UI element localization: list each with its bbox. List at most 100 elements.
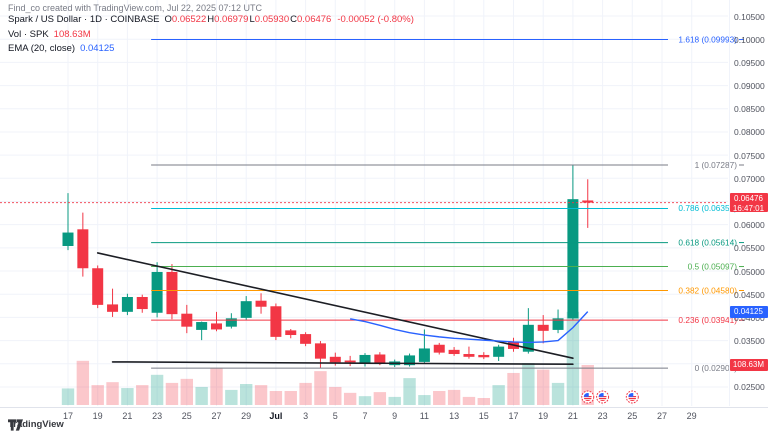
legend-ema-row[interactable]: EMA (20, close) 0.04125 [8, 43, 414, 54]
candle-body [582, 200, 594, 203]
event-icon-canton [628, 393, 634, 397]
volume-bar [447, 389, 461, 405]
fib-label: 0.618 (0.05614) [678, 237, 737, 247]
fib-label: 0.382 (0.04580) [678, 285, 737, 295]
time-label: 19 [538, 411, 549, 421]
price-tick-label: 0.06000 [734, 220, 765, 231]
time-label: 13 [449, 411, 460, 421]
volume-bar [150, 374, 164, 405]
fib-label: 0 (0.02907) [695, 363, 738, 373]
candle-body [418, 348, 430, 362]
time-label: 23 [597, 411, 608, 421]
ema-line[interactable] [350, 311, 589, 344]
watermark: Find_co created with TradingView.com, Ju… [8, 3, 262, 13]
fib-label: 0.786 (0.06350) [678, 203, 737, 213]
volume-bar [433, 391, 446, 405]
volume-bar [299, 382, 312, 405]
price-axis[interactable]: 0.10500 0.10000 0.09500 0.09000 0.08500 0.080… [729, 0, 768, 406]
candle-body [329, 356, 341, 363]
candle-body [240, 301, 252, 318]
volume-bar [269, 391, 283, 405]
candle-body [300, 334, 312, 344]
volume-bar [284, 391, 297, 405]
volume-bar [373, 392, 387, 405]
volume-bar [492, 385, 505, 405]
time-label: 11 [419, 411, 430, 421]
event-icon-canton [598, 393, 604, 397]
candle-body [166, 271, 178, 315]
candle-body [552, 318, 564, 330]
candle-body [493, 346, 505, 357]
volume-bar [343, 392, 357, 405]
candle-body [404, 355, 416, 366]
time-label: 3 [303, 411, 309, 421]
time-label: 15 [478, 411, 489, 421]
price-tick-label: 0.05500 [734, 243, 765, 254]
volume-bar [240, 384, 253, 405]
volume-bar [254, 385, 268, 405]
change-value: -0.00052 (-0.80%) [337, 14, 414, 25]
volume-bar [358, 396, 372, 405]
volume-bar [462, 396, 476, 405]
event-icon-canton [583, 393, 589, 397]
candle-body [151, 271, 163, 313]
ohlc-pair: H0.06979 [207, 14, 249, 25]
volume-bar [195, 386, 208, 405]
event-icon-stripe [628, 400, 637, 401]
fib-label: 1.618 (0.09993) [678, 34, 737, 44]
candle-body [211, 323, 222, 330]
price-tick-label: 0.05000 [734, 266, 765, 277]
volume-value: 108.63M [53, 28, 91, 40]
volume-bar [180, 378, 193, 405]
last-price: 0.06476 [734, 194, 763, 204]
volume-bar [388, 396, 401, 405]
volume-bar [225, 389, 238, 405]
last-price-badge: 0.06476 16:47:01 [729, 193, 768, 213]
legend-volume-row[interactable]: Vol · SPK 108.63M [8, 29, 414, 40]
time-label: Jul [269, 411, 283, 421]
time-axis[interactable]: 17 19 21 23 25 27 29 Jul 3 5 7 9 11 13 15 17 19 21 23 25 27 2… [0, 407, 768, 434]
time-label: 5 [332, 411, 338, 421]
candle-body [77, 229, 89, 269]
volume-bar [522, 363, 535, 405]
price-tick-label: 0.09000 [734, 81, 765, 92]
event-icon-stripe [598, 400, 607, 401]
volume-bar [121, 388, 134, 405]
volume-bar [61, 388, 75, 405]
volume-bar [210, 367, 223, 405]
volume-bar [314, 371, 327, 405]
volume-bar [76, 360, 90, 405]
ohlc-pair: L0.05930 [249, 14, 290, 25]
time-label: 21 [122, 411, 133, 421]
chart-legend: Spark / US Dollar · 1D · COINBASE O0.065… [8, 14, 414, 58]
candle-body [433, 344, 445, 353]
volume-bar [477, 398, 490, 405]
ema-value: 0.04125 [80, 43, 115, 54]
time-label: 9 [392, 411, 398, 421]
price-tick-label: 0.07000 [734, 173, 765, 184]
tradingview-logo[interactable]: TradingView [8, 419, 64, 431]
trendline[interactable] [111, 361, 574, 366]
tradingview-logo-icon [8, 419, 23, 431]
ema-label: EMA (20, close) [8, 43, 76, 54]
price-tick-label: 0.07500 [734, 150, 765, 161]
time-label: 29 [686, 411, 697, 421]
ema-price-badge: 0.04125 [729, 305, 768, 318]
time-label: 17 [62, 411, 74, 421]
volume-label: Vol · SPK [8, 28, 49, 40]
candle-body [270, 306, 282, 337]
fib-label: 1 (0.07287) [695, 160, 738, 170]
fib-label: 0.236 (0.03941) [678, 315, 737, 325]
fib-label: 0.5 (0.05097) [688, 261, 738, 271]
volume-bar [418, 395, 431, 405]
candle-body [225, 318, 237, 327]
ohlc-pair: C0.06476 [290, 14, 332, 25]
bar-countdown: 16:47:01 [732, 203, 765, 213]
legend-symbol-row[interactable]: Spark / US Dollar · 1D · COINBASE O0.065… [8, 14, 414, 25]
time-label: 21 [567, 411, 578, 421]
volume-badge: 108.63M [729, 359, 768, 371]
time-label: 29 [241, 411, 252, 421]
price-tick-label: 0.02500 [734, 382, 765, 393]
